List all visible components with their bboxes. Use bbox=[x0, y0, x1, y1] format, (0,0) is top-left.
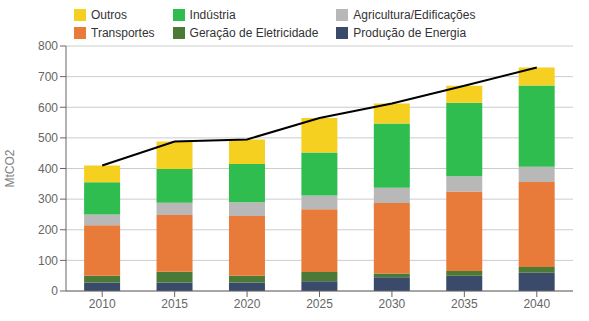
svg-text:800: 800 bbox=[38, 39, 58, 53]
svg-text:100: 100 bbox=[38, 254, 58, 268]
html-text:Geração de Eletricidade: Geração de Eletricidade bbox=[189, 26, 319, 40]
html-text:Agricultura/Edificações: Agricultura/Edificações bbox=[353, 8, 476, 22]
svg-text:2020: 2020 bbox=[234, 297, 261, 311]
html-text:Produção de Energia: Produção de Energia bbox=[353, 26, 467, 40]
svg-text:2015: 2015 bbox=[161, 297, 188, 311]
svg-text:500: 500 bbox=[38, 131, 58, 145]
svg-text:MtCO2: MtCO2 bbox=[8, 149, 17, 187]
svg-text:2030: 2030 bbox=[379, 297, 406, 311]
svg-text:0: 0 bbox=[51, 284, 58, 298]
svg-text:700: 700 bbox=[38, 70, 58, 84]
svg-text:2010: 2010 bbox=[89, 297, 116, 311]
svg-text:600: 600 bbox=[38, 101, 58, 115]
svg-text:2040: 2040 bbox=[523, 297, 550, 311]
svg-text:400: 400 bbox=[38, 162, 58, 176]
svg-text:2035: 2035 bbox=[451, 297, 478, 311]
svg-text:300: 300 bbox=[38, 192, 58, 206]
svg-text:200: 200 bbox=[38, 223, 58, 237]
html-text:Transportes: Transportes bbox=[91, 26, 155, 40]
html-text:Outros: Outros bbox=[91, 8, 127, 22]
html-text:Indústria: Indústria bbox=[189, 8, 236, 22]
svg-text:2025: 2025 bbox=[306, 297, 333, 311]
